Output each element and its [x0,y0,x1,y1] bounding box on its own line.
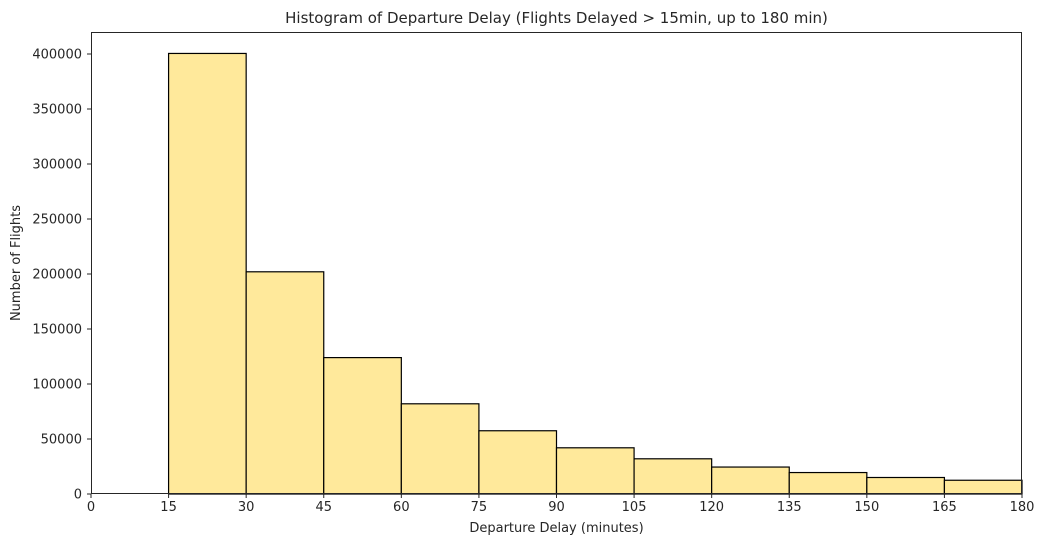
x-tick-label: 30 [238,500,255,515]
histogram-bar-90-105 [555,447,635,495]
x-tick-label: 45 [315,500,332,515]
histogram-bar-105-120 [633,458,713,495]
y-tick-label: 350000 [32,103,82,118]
y-tick-label: 150000 [32,323,82,338]
histogram-bar-135-150 [788,471,868,495]
x-axis-label: Departure Delay (minutes) [469,521,643,536]
x-tick-label: 105 [622,500,647,515]
bars-layer [167,52,1023,495]
y-axis-label: Number of Flights [9,205,24,321]
y-tick-label: 400000 [32,48,82,63]
y-tick-label: 200000 [32,268,82,283]
x-tick-label: 135 [777,500,802,515]
x-ticks-layer: 0 15 30 45 60 75 90 105 120 135 150 165 180 [87,494,1035,515]
x-tick-label: 15 [160,500,177,515]
x-tick-label: 75 [471,500,488,515]
histogram-bar-120-135 [711,466,790,495]
histogram-bar-15-30 [167,52,247,495]
x-tick-label: 180 [1010,500,1035,515]
y-tick-label: 300000 [32,158,82,173]
y-tick-label: 250000 [32,213,82,228]
x-tick-label: 60 [393,500,410,515]
histogram-bar-45-60 [323,357,402,495]
chart-title: Histogram of Departure Delay (Flights De… [285,9,828,27]
y-tick-label: 50000 [41,433,82,448]
y-ticks-layer: 0 50000 100000 150000 200000 250000 300000 3500… [32,48,91,503]
x-tick-label: 165 [932,500,957,515]
histogram-bar-150-165 [866,476,946,495]
histogram-bar-30-45 [245,271,325,495]
y-tick-label: 100000 [32,378,82,393]
plot-frame [91,32,1022,494]
histogram-bar-60-75 [400,403,480,495]
x-tick-label: 0 [87,500,95,515]
y-tick-label: 0 [74,488,82,503]
histogram-bar-165-180 [943,479,1023,495]
x-tick-label: 150 [854,500,879,515]
histogram-bar-75-90 [478,430,558,495]
x-tick-label: 90 [548,500,565,515]
x-tick-label: 120 [699,500,724,515]
